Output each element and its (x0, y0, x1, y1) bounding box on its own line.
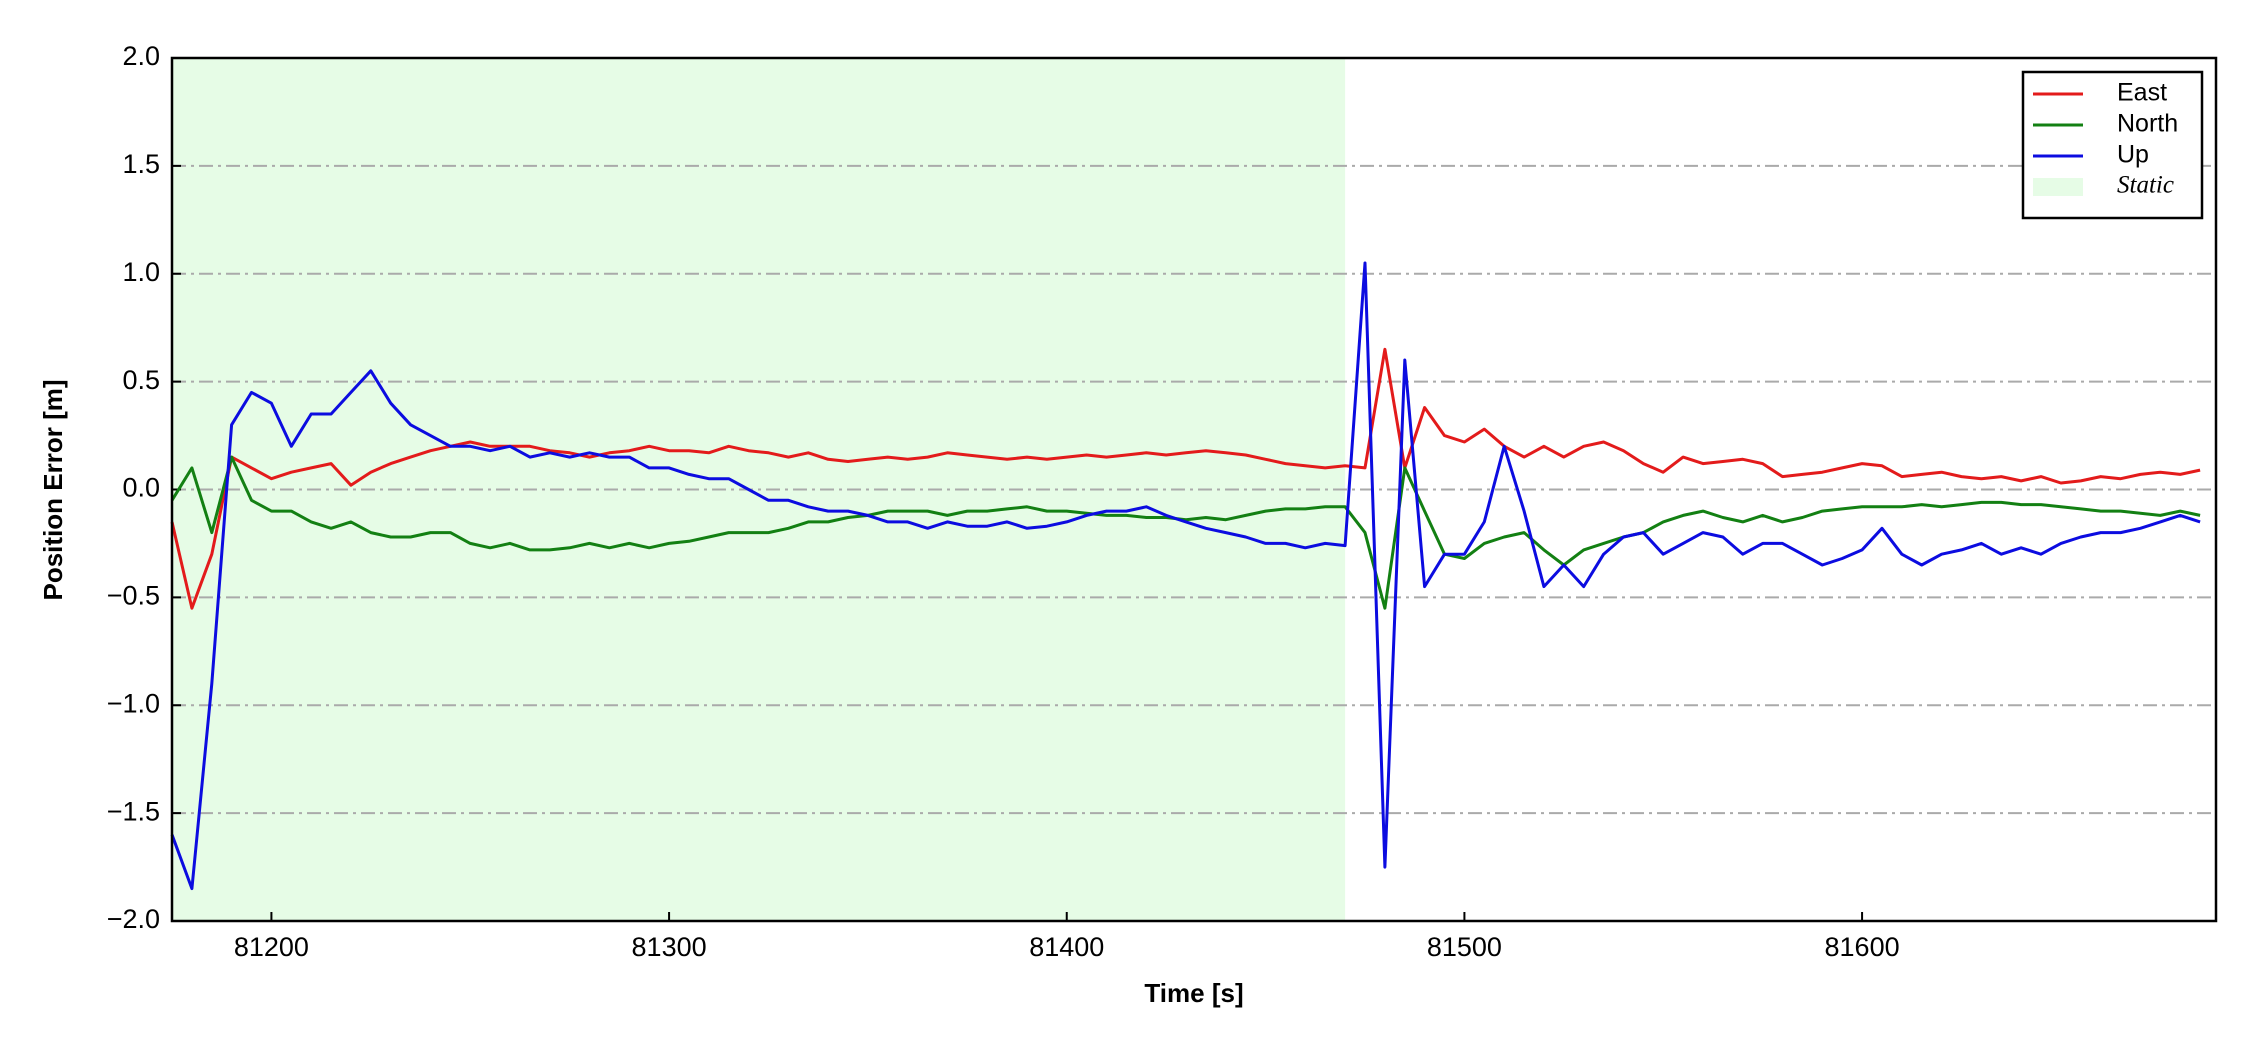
x-axis-label: Time [s] (1144, 978, 1243, 1008)
legend-label: East (2117, 79, 2167, 107)
x-tick-label: 81400 (1029, 932, 1104, 962)
y-tick-label: 0.5 (122, 365, 160, 395)
legend-label: North (2117, 110, 2178, 138)
y-tick-label: −1.0 (107, 688, 160, 718)
y-tick-label: 0.0 (122, 473, 160, 503)
y-tick-label: −0.5 (107, 581, 160, 611)
plot-frame (170, 56, 2218, 923)
y-tick-label: 1.5 (122, 149, 160, 179)
legend-swatch (2033, 178, 2083, 196)
x-tick-label: 81300 (632, 932, 707, 962)
y-tick-label: −1.5 (107, 796, 160, 826)
y-tick-label: 1.0 (122, 257, 160, 287)
y-tick-label: −2.0 (107, 904, 160, 934)
x-tick-label: 81500 (1427, 932, 1502, 962)
y-axis-label: Position Error [m] (38, 379, 68, 600)
legend-label: Static (2117, 172, 2174, 199)
legend-label: Up (2117, 141, 2149, 169)
x-tick-label: 81200 (234, 932, 309, 962)
series-line (170, 455, 2201, 610)
series-line (170, 261, 2201, 891)
x-tick-label: 81600 (1825, 932, 1900, 962)
legend: East North Up Static (2021, 70, 2204, 220)
y-tick-label: 2.0 (122, 41, 160, 71)
